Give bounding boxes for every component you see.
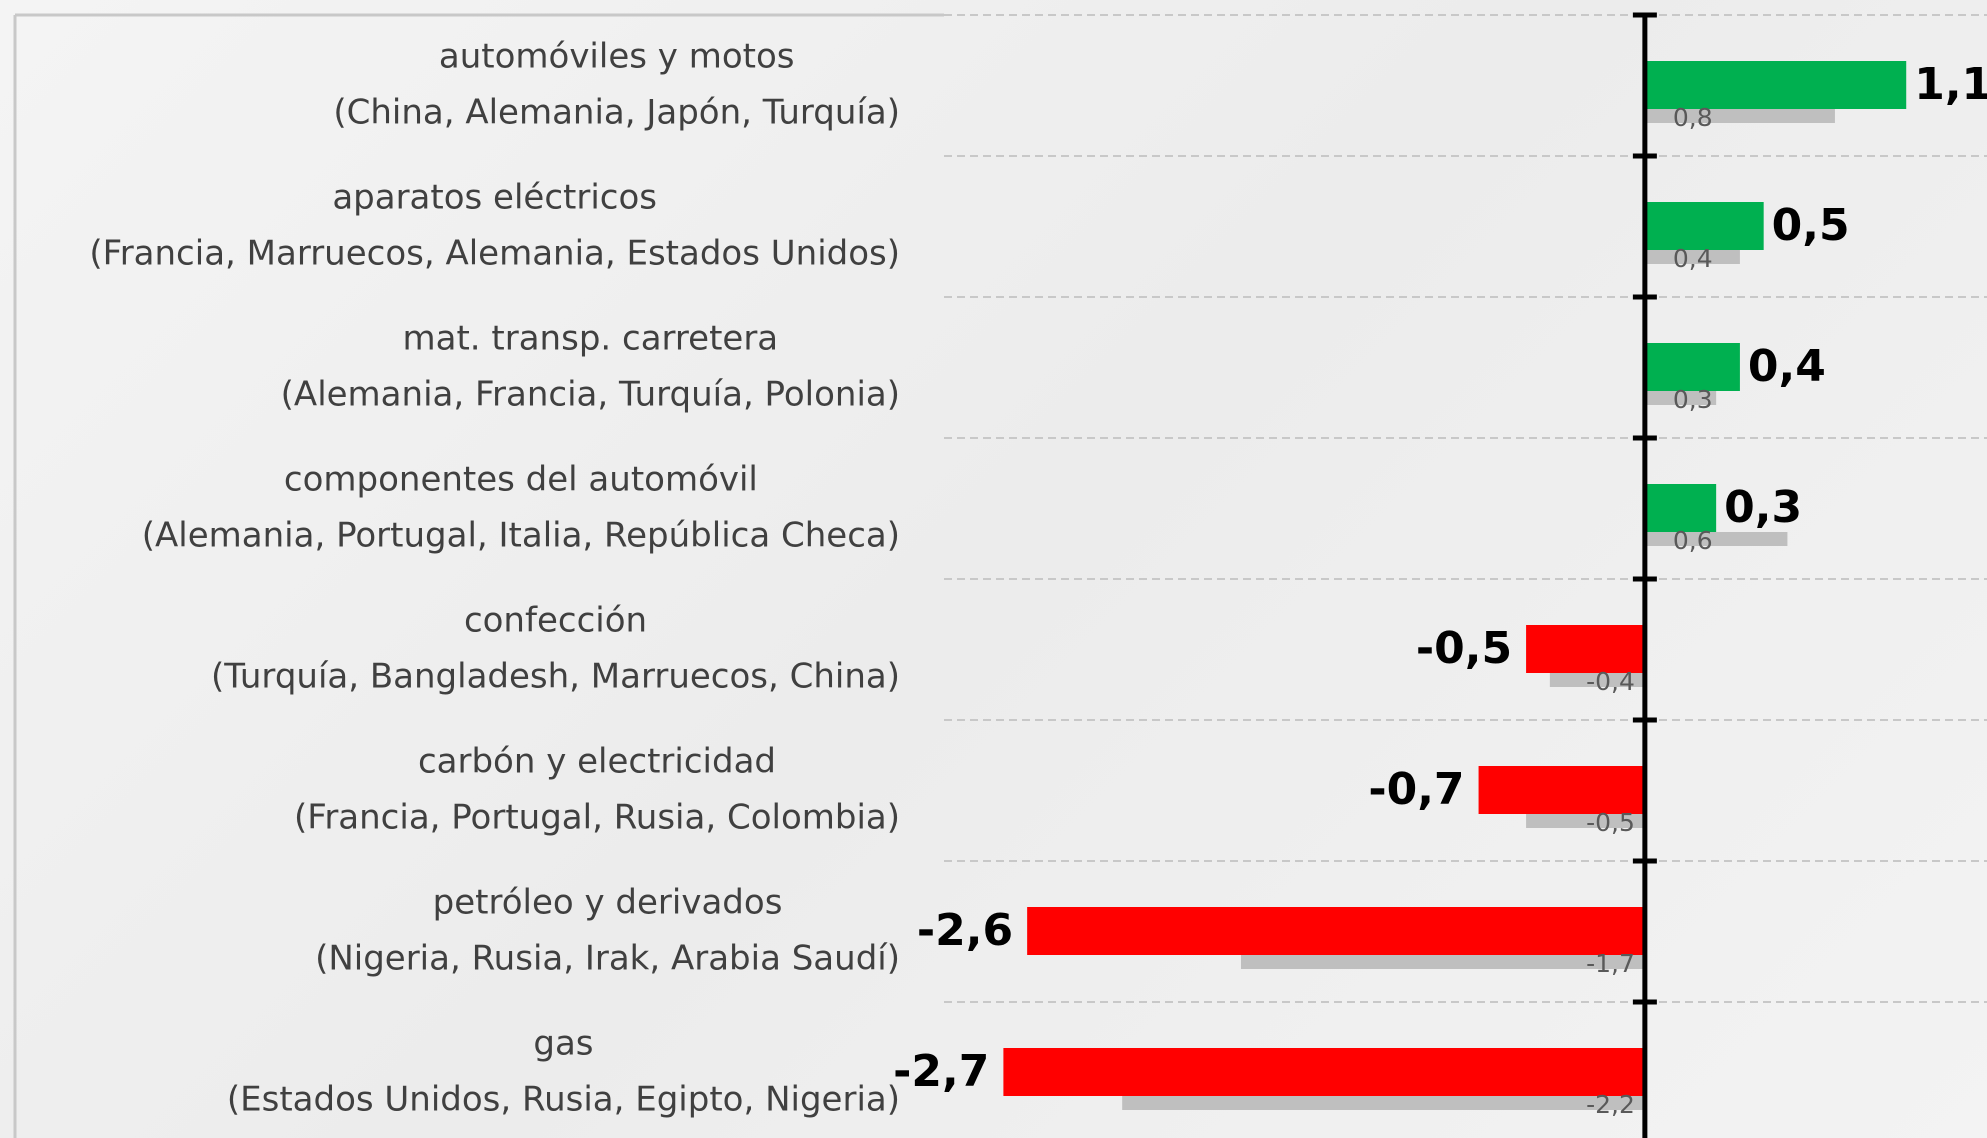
bar [1479, 766, 1645, 814]
category-label: gas [533, 1024, 593, 1064]
category-label: mat. transp. carretera [403, 319, 779, 359]
bar [1027, 907, 1645, 955]
previous-value-label: -1,7 [1586, 949, 1635, 978]
value-label: -2,7 [893, 1046, 989, 1097]
category-countries: (Francia, Portugal, Rusia, Colombia) [294, 798, 900, 838]
bar [1645, 484, 1716, 532]
bar [1645, 61, 1906, 109]
category-label: componentes del automóvil [284, 460, 758, 500]
previous-value-label: -2,2 [1586, 1090, 1635, 1119]
value-label: -0,5 [1416, 623, 1512, 674]
previous-value-label: 0,4 [1673, 244, 1713, 273]
category-countries: (China, Alemania, Japón, Turquía) [333, 93, 900, 133]
bar-previous [1241, 955, 1645, 969]
value-label: 0,3 [1724, 482, 1802, 533]
bar [1003, 1048, 1644, 1096]
previous-value-label: 0,6 [1673, 526, 1713, 555]
category-countries: (Estados Unidos, Rusia, Egipto, Nigeria) [227, 1080, 900, 1120]
category-countries: (Francia, Marruecos, Alemania, Estados U… [89, 234, 900, 274]
category-countries: (Alemania, Portugal, Italia, República C… [142, 516, 900, 556]
category-label: confección [464, 601, 647, 641]
previous-value-label: 0,3 [1673, 385, 1713, 414]
value-label: 0,5 [1772, 200, 1850, 251]
bar [1645, 202, 1764, 250]
value-label: 1,1 [1914, 59, 1987, 110]
bar [1645, 343, 1740, 391]
value-label: -2,6 [917, 905, 1013, 956]
chart: (China, Alemania, Japón, Turquía) automóv… [0, 0, 1987, 1138]
category-countries: (Turquía, Bangladesh, Marruecos, China) [211, 657, 900, 697]
bar-previous [1645, 532, 1788, 546]
previous-value-label: 0,8 [1673, 103, 1713, 132]
category-countries: (Nigeria, Rusia, Irak, Arabia Saudí) [315, 939, 900, 979]
value-label: -0,7 [1368, 764, 1464, 815]
bar-previous [1122, 1096, 1645, 1110]
category-label: petróleo y derivados [433, 883, 783, 923]
category-label: automóviles y motos [439, 37, 795, 77]
previous-value-label: -0,4 [1586, 667, 1635, 696]
category-label: aparatos eléctricos [332, 178, 657, 218]
bar [1526, 625, 1645, 673]
category-label: carbón y electricidad [418, 742, 776, 782]
value-label: 0,4 [1748, 341, 1826, 392]
previous-value-label: -0,5 [1586, 808, 1635, 837]
category-countries: (Alemania, Francia, Turquía, Polonia) [281, 375, 900, 415]
